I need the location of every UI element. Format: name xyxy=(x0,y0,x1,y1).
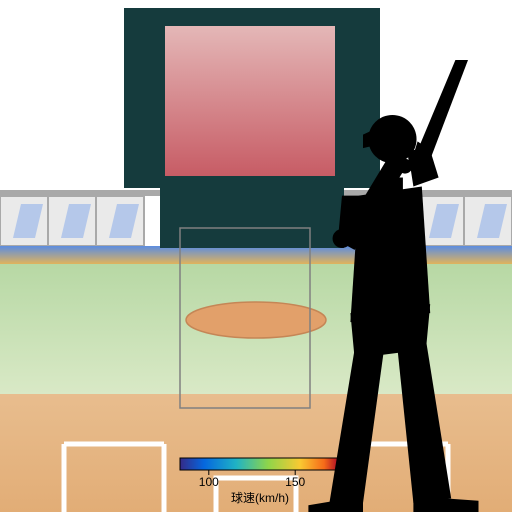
speed-legend-bar xyxy=(180,458,340,470)
scoreboard-base xyxy=(160,188,344,248)
legend-tick-label: 100 xyxy=(199,475,219,489)
stage-svg: 100 150 球速(km/h) xyxy=(0,0,512,512)
pitch-location-diagram: 100 150 球速(km/h) xyxy=(0,0,512,512)
pitchers-mound xyxy=(186,302,326,338)
legend-tick-label: 150 xyxy=(285,475,305,489)
scoreboard-screen xyxy=(165,26,335,176)
outfield-wall xyxy=(0,246,512,264)
legend-label: 球速(km/h) xyxy=(231,491,289,505)
